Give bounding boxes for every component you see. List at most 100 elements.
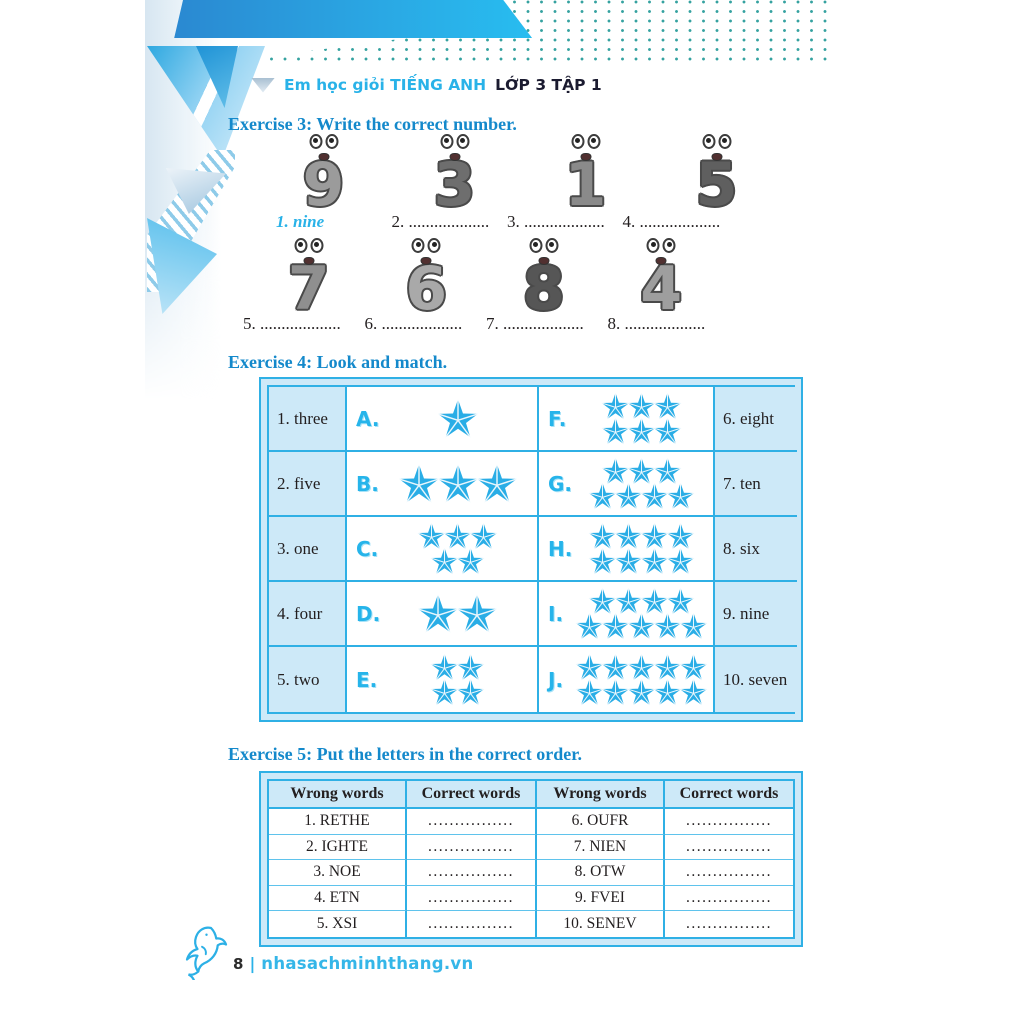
star-icon	[653, 417, 682, 444]
star-icon	[575, 678, 604, 705]
mouth-icon	[420, 257, 432, 265]
star-icon	[653, 392, 682, 419]
star-icon	[456, 653, 485, 680]
answer-blank: 6. ...................	[364, 314, 463, 333]
cartoon-face	[571, 134, 600, 149]
star-row	[601, 392, 682, 421]
match-star-cell: F.	[539, 387, 715, 452]
star-icon	[430, 547, 459, 574]
eye-icon	[310, 238, 324, 253]
star-icon	[469, 522, 498, 549]
star-icon	[588, 587, 617, 614]
cartoon-number-7: 7	[266, 238, 352, 319]
cartoon-face	[702, 134, 731, 149]
header-band	[174, 0, 533, 38]
star-icon	[640, 547, 669, 574]
eye-icon	[587, 134, 600, 149]
star-icon	[679, 653, 708, 680]
exercise3-title: Exercise 3: Write the correct number.	[228, 114, 517, 134]
match-left-label: 4. four	[269, 582, 347, 647]
eye-icon	[309, 134, 322, 149]
star-icon	[627, 612, 656, 639]
eye-icon	[529, 238, 543, 253]
words-column-header: Wrong words	[269, 781, 407, 809]
match-table: 1. three A. F. 6. eight 2. five B. G. 7. ten 3. …	[259, 377, 803, 722]
star-row	[575, 612, 708, 641]
stars-group	[384, 593, 531, 633]
eye-icon	[545, 238, 559, 253]
answer-blank: 4. ...................	[622, 212, 721, 231]
cartoon-number-4: 4	[618, 238, 704, 319]
star-icon	[430, 653, 459, 680]
star-icon	[601, 417, 630, 444]
star-icon	[443, 522, 472, 549]
cartoon-digit: 5	[695, 150, 738, 220]
eye-icon	[427, 238, 441, 253]
star-icon	[601, 653, 630, 680]
book-title-series: Em học giỏi TIẾNG ANH	[284, 76, 487, 94]
eye-icon	[456, 134, 469, 149]
cartoon-digit: 1	[564, 150, 607, 220]
star-icon	[640, 522, 669, 549]
page-footer: 8 | nhasachminhthang.vn	[233, 954, 474, 973]
star-icon	[614, 547, 643, 574]
match-left-label: 1. three	[269, 387, 347, 452]
cartoon-digit: 8	[522, 254, 565, 324]
star-row	[601, 457, 682, 486]
match-letter: C.	[356, 536, 379, 561]
mouth-icon	[580, 153, 591, 161]
eye-icon	[325, 134, 338, 149]
match-letter: E.	[356, 667, 378, 692]
star-row	[437, 398, 478, 440]
match-star-cell: B.	[347, 452, 539, 517]
star-icon	[653, 653, 682, 680]
wrong-word-label: 10. SENEV	[537, 911, 665, 937]
book-title-grade: LỚP 3 TẬP 1	[495, 76, 602, 94]
match-left-label: 3. one	[269, 517, 347, 582]
words-column-header: Wrong words	[537, 781, 665, 809]
mouth-icon	[655, 257, 667, 265]
wrong-word-label: 3. NOE	[269, 860, 407, 886]
star-icon	[627, 678, 656, 705]
star-row	[588, 587, 695, 616]
eye-icon	[662, 238, 676, 253]
dolphin-logo-icon	[181, 924, 229, 985]
stars-group	[384, 653, 531, 705]
answer-blank: 8. ...................	[607, 314, 706, 333]
words-table-grid: Wrong words Correct words Wrong words Corre…	[267, 779, 795, 939]
star-icon	[627, 417, 656, 444]
match-star-cell: C.	[347, 517, 539, 582]
star-row	[430, 547, 485, 576]
mouth-icon	[318, 153, 329, 161]
match-star-cell: H.	[539, 517, 715, 582]
stars-group	[576, 457, 707, 511]
wrong-word-label: 8. OTW	[537, 860, 665, 886]
match-letter: I.	[548, 601, 564, 626]
star-icon	[601, 612, 630, 639]
stars-group	[575, 653, 708, 705]
answer-blank: 3. ...................	[507, 212, 605, 231]
star-icon	[437, 463, 478, 503]
star-row	[588, 522, 695, 551]
cartoon-number-9: 9	[281, 134, 367, 220]
answer-blank: 5. ...................	[243, 314, 341, 333]
star-icon	[666, 522, 695, 549]
star-row	[588, 482, 695, 511]
star-icon	[588, 522, 617, 549]
star-row	[601, 417, 682, 446]
cartoon-number-8: 8	[501, 238, 587, 324]
cartoon-digit: 9	[302, 150, 345, 220]
wrong-word-label: 1. RETHE	[269, 809, 407, 835]
correct-word-blank: ................	[665, 885, 793, 911]
mouth-icon	[303, 257, 315, 265]
star-icon	[614, 482, 643, 509]
mouth-icon	[538, 257, 550, 265]
match-star-cell: E.	[347, 647, 539, 712]
star-icon	[456, 547, 485, 574]
cartoon-number-6: 6	[383, 238, 469, 319]
exercise3-answers-row-2: 5. ................... 6. ...............…	[243, 314, 729, 334]
star-icon	[653, 457, 682, 484]
match-right-label: 7. ten	[715, 452, 797, 517]
match-table-grid: 1. three A. F. 6. eight 2. five B. G. 7. ten 3. …	[267, 385, 797, 714]
star-icon	[575, 612, 604, 639]
